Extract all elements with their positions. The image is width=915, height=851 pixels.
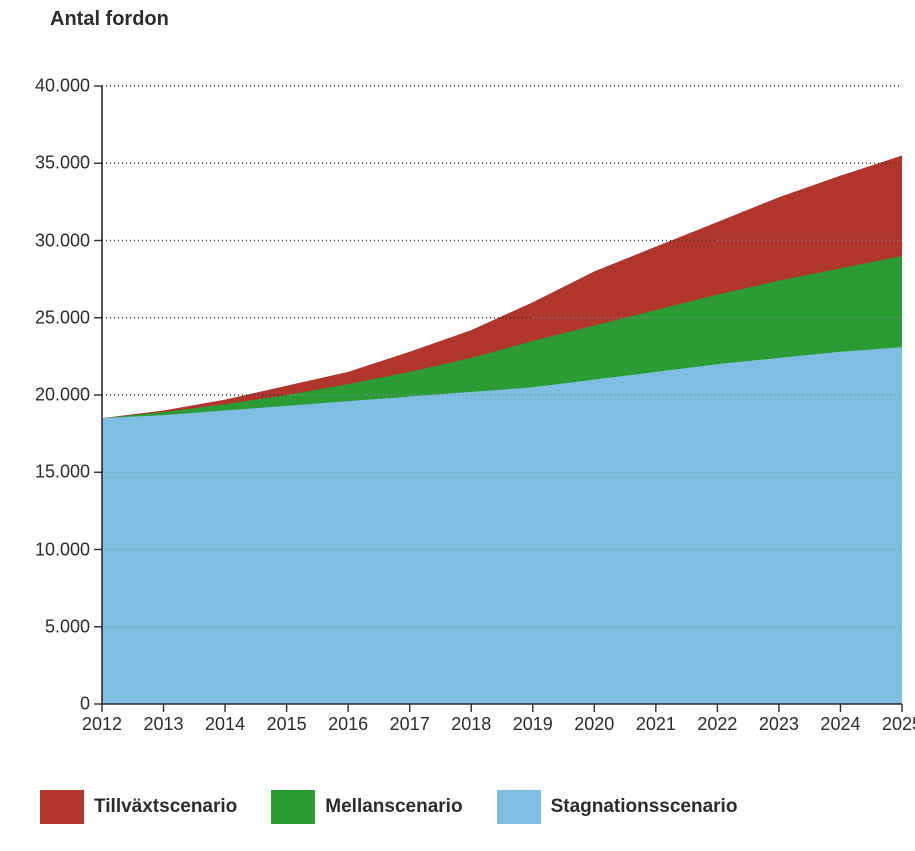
x-tick-label: 2024 xyxy=(820,714,860,735)
y-tick-label: 15.000 xyxy=(35,462,90,483)
legend-item: Mellanscenario xyxy=(271,790,462,824)
y-tick-label: 30.000 xyxy=(35,230,90,251)
legend: Tillväxtscenario Mellanscenario Stagnation… xyxy=(40,790,737,824)
legend-item: Tillväxtscenario xyxy=(40,790,237,824)
y-tick-label: 25.000 xyxy=(35,307,90,328)
legend-swatch xyxy=(40,790,84,824)
x-tick-label: 2015 xyxy=(267,714,307,735)
y-tick-label: 10.000 xyxy=(35,539,90,560)
x-tick-label: 2020 xyxy=(574,714,614,735)
legend-swatch xyxy=(497,790,541,824)
x-tick-label: 2016 xyxy=(328,714,368,735)
x-tick-label: 2018 xyxy=(451,714,491,735)
x-tick-label: 2023 xyxy=(759,714,799,735)
legend-label: Stagnationsscenario xyxy=(551,796,738,818)
x-tick-label: 2012 xyxy=(82,714,122,735)
area-chart: Antal fordon 05.00010.00015.00020.00025.… xyxy=(0,0,915,851)
chart-title: Antal fordon xyxy=(50,8,169,31)
legend-item: Stagnationsscenario xyxy=(497,790,738,824)
legend-label: Mellanscenario xyxy=(325,796,462,818)
y-tick-label: 5.000 xyxy=(45,616,90,637)
x-tick-label: 2021 xyxy=(636,714,676,735)
x-tick-label: 2022 xyxy=(697,714,737,735)
x-tick-label: 2019 xyxy=(513,714,553,735)
x-tick-label: 2025 xyxy=(882,714,915,735)
x-tick-label: 2014 xyxy=(205,714,245,735)
x-tick-label: 2017 xyxy=(390,714,430,735)
y-tick-label: 20.000 xyxy=(35,385,90,406)
legend-label: Tillväxtscenario xyxy=(94,796,237,818)
plot-area: 05.00010.00015.00020.00025.00030.00035.0… xyxy=(102,86,902,704)
y-tick-label: 40.000 xyxy=(35,76,90,97)
y-tick-label: 0 xyxy=(80,694,90,715)
x-tick-label: 2013 xyxy=(144,714,184,735)
y-tick-label: 35.000 xyxy=(35,153,90,174)
chart-svg xyxy=(102,86,902,704)
legend-swatch xyxy=(271,790,315,824)
